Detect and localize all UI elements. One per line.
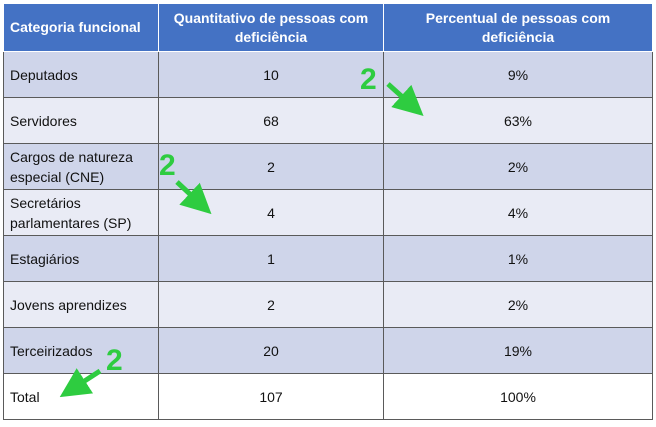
table-row: Servidores 68 63% — [3, 97, 653, 144]
total-row: Total 107 100% — [3, 373, 653, 420]
header-percent: Percentual de pessoas com deficiência — [383, 3, 653, 52]
percent-cell: 1% — [383, 235, 653, 282]
header-quantity: Quantitativo de pessoas com deficiência — [158, 3, 384, 52]
category-cell: Estagiários — [3, 235, 159, 282]
header-category: Categoria funcional — [3, 3, 159, 52]
category-cell: Servidores — [3, 97, 159, 144]
category-cell: Cargos de natureza especial (CNE) — [3, 143, 159, 190]
percent-cell: 100% — [383, 373, 653, 420]
percent-cell: 19% — [383, 327, 653, 374]
percent-cell: 9% — [383, 51, 653, 98]
table-row: Jovens aprendizes 2 2% — [3, 281, 653, 328]
table-row: Cargos de natureza especial (CNE) 2 2% — [3, 143, 653, 190]
table-container: Categoria funcional Quantitativo de pess… — [3, 3, 653, 423]
quantity-cell: 4 — [158, 189, 384, 236]
table-row: Terceirizados 20 19% — [3, 327, 653, 374]
quantity-cell: 68 — [158, 97, 384, 144]
category-cell: Total — [3, 373, 159, 420]
table-row: Deputados 10 9% — [3, 51, 653, 98]
category-cell: Deputados — [3, 51, 159, 98]
category-cell: Terceirizados — [3, 327, 159, 374]
percent-cell: 2% — [383, 143, 653, 190]
header-row: Categoria funcional Quantitativo de pess… — [3, 3, 653, 52]
quantity-cell: 1 — [158, 235, 384, 282]
percent-cell: 63% — [383, 97, 653, 144]
percent-cell: 4% — [383, 189, 653, 236]
quantity-cell: 10 — [158, 51, 384, 98]
percent-cell: 2% — [383, 281, 653, 328]
quantity-cell: 20 — [158, 327, 384, 374]
category-cell: Jovens aprendizes — [3, 281, 159, 328]
quantity-cell: 107 — [158, 373, 384, 420]
table-row: Estagiários 1 1% — [3, 235, 653, 282]
table-row: Secretários parlamentares (SP) 4 4% — [3, 189, 653, 236]
category-cell: Secretários parlamentares (SP) — [3, 189, 159, 236]
quantity-cell: 2 — [158, 281, 384, 328]
quantity-cell: 2 — [158, 143, 384, 190]
disability-table: Categoria funcional Quantitativo de pess… — [3, 3, 653, 420]
